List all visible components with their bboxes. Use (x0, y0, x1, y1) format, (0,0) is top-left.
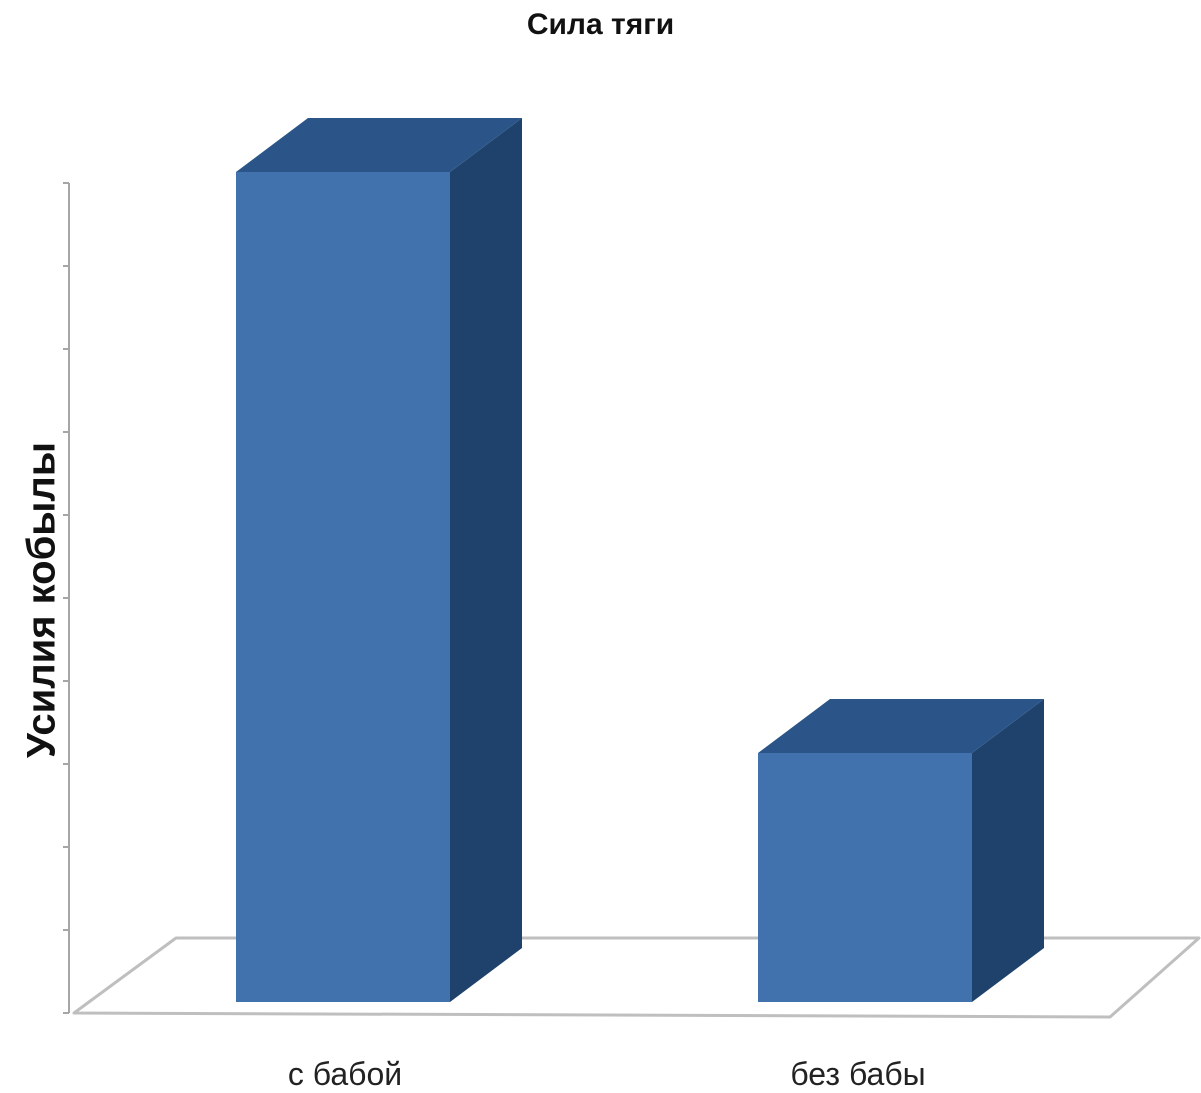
bar (236, 118, 522, 1002)
bar (758, 699, 1044, 1002)
bar-top-face (758, 699, 1044, 753)
x-tick-label: без бабы (790, 1056, 925, 1092)
y-axis (63, 182, 70, 1014)
category-labels: с бабой без бабы (288, 1056, 926, 1092)
bar-front-face (236, 172, 450, 1002)
bar-top-face (236, 118, 522, 172)
chart-title: Сила тяги (526, 8, 675, 41)
bars (236, 118, 1044, 1002)
x-tick-label: с бабой (288, 1056, 402, 1092)
bar-side-face (972, 699, 1044, 1002)
bar-front-face (758, 753, 972, 1002)
bar-side-face (450, 118, 522, 1002)
